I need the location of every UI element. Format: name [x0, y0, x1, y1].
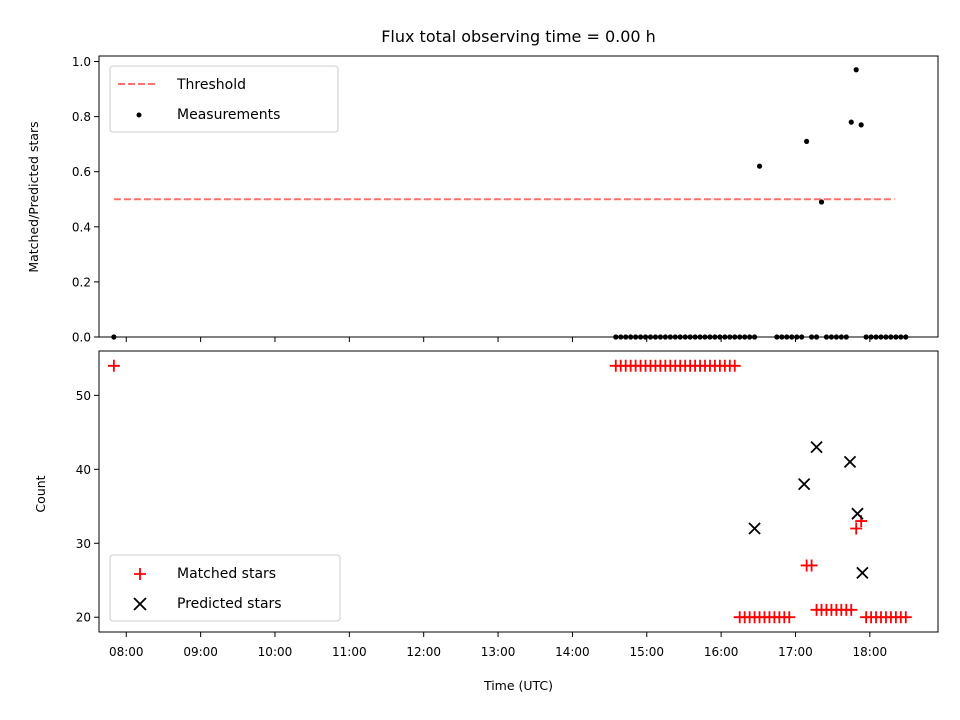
- matched-stars-point: [107, 359, 120, 372]
- top-y-axis-label: Matched/Predicted stars: [26, 121, 41, 272]
- x-tick-label: 14:00: [555, 645, 590, 659]
- bottom-x-ticks: 08:00 09:00 10:00 11:00 12:00 13:00 14:00 15:00…: [109, 632, 887, 659]
- chart-title: Flux total observing time = 0.00 h: [381, 27, 656, 46]
- matched-stars-point: [850, 522, 863, 535]
- legend-predicted-swatch: [133, 597, 147, 611]
- bottom-y-tick-label: 20: [76, 611, 91, 625]
- measurement-point: [853, 67, 859, 73]
- measurement-point: [858, 122, 864, 128]
- matched-stars-point: [783, 611, 796, 624]
- bottom-y-tick-label: 50: [76, 389, 91, 403]
- matched-stars-point: [728, 359, 741, 372]
- x-tick-label: 13:00: [481, 645, 516, 659]
- matched-stars-point: [805, 559, 818, 572]
- predicted-stars-point: [843, 455, 857, 469]
- bottom-marks: [107, 359, 912, 624]
- bottom-y-tick-label: 30: [76, 537, 91, 551]
- x-tick-label: 08:00: [109, 645, 144, 659]
- top-plot-frame: [98, 55, 939, 338]
- legend-predicted-label: Predicted stars: [177, 596, 282, 612]
- x-tick-label: 09:00: [183, 645, 218, 659]
- measurement-point: [818, 199, 825, 205]
- top-x-ticks: [125, 337, 871, 342]
- bottom-y-tick-label: 40: [76, 463, 91, 477]
- bottom-panel: 20 30 40 50 08:00 09:00 10:00 11:00 12:00 13:00 1…: [33, 350, 939, 693]
- legend-threshold-label: Threshold: [176, 77, 246, 93]
- bottom-legend: Matched stars Predicted stars: [109, 554, 341, 622]
- measurement-point: [804, 138, 810, 145]
- x-tick-label: 15:00: [629, 645, 664, 659]
- predicted-stars-point: [798, 477, 811, 491]
- bottom-plot-frame: [98, 350, 939, 633]
- x-tick-label: 10:00: [258, 645, 293, 659]
- measurement-point: [756, 163, 763, 169]
- legend-matched-label: Matched stars: [177, 566, 276, 582]
- bottom-legend-box: [109, 554, 341, 622]
- legend-matched-swatch: [134, 568, 146, 580]
- matched-stars-point: [845, 603, 858, 616]
- top-legend-box: [109, 65, 339, 133]
- top-y-tick-label: 1.0: [72, 55, 91, 69]
- top-y-tick-label: 0.2: [72, 275, 91, 289]
- x-tick-label: 17:00: [778, 645, 813, 659]
- predicted-stars-point: [851, 507, 864, 520]
- top-y-tick-label: 0.0: [72, 331, 91, 345]
- top-legend: Threshold Measurements: [109, 65, 339, 133]
- top-y-tick-label: 0.8: [72, 110, 91, 124]
- x-tick-label: 11:00: [332, 645, 367, 659]
- measurement-point: [848, 119, 854, 125]
- bottom-y-ticks: 20 30 40 50: [76, 389, 99, 625]
- top-y-ticks: 0.0 0.2 0.4 0.6 0.8 1.0: [72, 55, 99, 345]
- legend-measurements-label: Measurements: [177, 107, 280, 123]
- x-tick-label: 16:00: [704, 645, 739, 659]
- x-tick-label: 12:00: [406, 645, 441, 659]
- x-axis-label: Time (UTC): [483, 678, 553, 693]
- x-tick-label: 18:00: [853, 645, 888, 659]
- top-y-tick-label: 0.4: [72, 220, 91, 234]
- predicted-stars-point: [748, 522, 761, 535]
- predicted-stars-point: [856, 566, 869, 579]
- predicted-stars-point: [810, 440, 823, 454]
- legend-measurements-swatch: [136, 112, 142, 118]
- top-y-tick-label: 0.6: [72, 165, 91, 179]
- bottom-y-axis-label: Count: [33, 475, 48, 512]
- matched-stars-point: [899, 611, 912, 624]
- top-panel: 0.0 0.2 0.4 0.6 0.8 1.0 Matched/Predicted sta…: [26, 55, 939, 345]
